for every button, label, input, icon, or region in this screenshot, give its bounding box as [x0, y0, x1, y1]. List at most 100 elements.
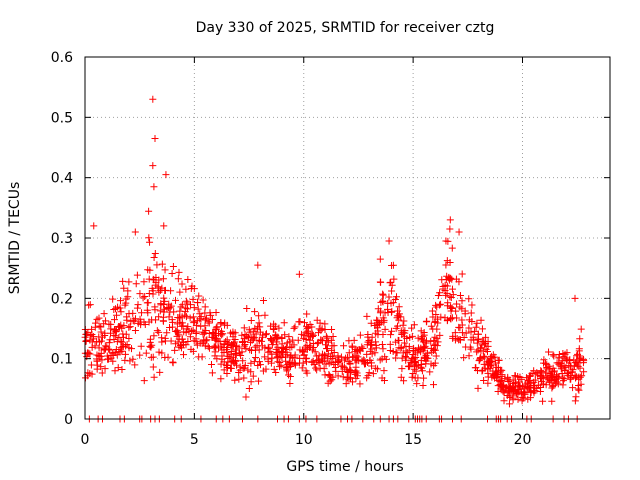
data-point: [443, 282, 451, 290]
data-point: [460, 354, 468, 362]
x-tick-label: 5: [190, 432, 199, 448]
data-point: [295, 318, 303, 326]
data-point: [149, 95, 157, 103]
data-point: [325, 359, 333, 367]
data-point: [576, 364, 584, 372]
data-point: [486, 361, 494, 369]
x-tick-label: 10: [295, 432, 313, 448]
data-point: [340, 342, 348, 350]
data-point: [244, 334, 252, 342]
data-point: [480, 352, 488, 360]
data-point: [153, 327, 161, 335]
data-point: [121, 350, 129, 358]
data-point: [231, 356, 239, 364]
data-point: [476, 344, 484, 352]
data-point: [147, 343, 155, 351]
data-point: [391, 296, 399, 304]
data-point: [446, 293, 454, 301]
data-point: [431, 359, 439, 367]
data-point: [161, 354, 169, 362]
data-point: [259, 296, 267, 304]
data-point: [443, 302, 451, 310]
data-point: [124, 287, 132, 295]
data-point: [514, 373, 522, 381]
data-point: [270, 365, 278, 373]
data-point: [217, 375, 225, 383]
data-point: [139, 294, 147, 302]
data-point: [131, 327, 139, 335]
data-point: [315, 359, 323, 367]
data-point: [295, 270, 303, 278]
data-point: [278, 354, 286, 362]
data-point: [119, 277, 127, 285]
data-point: [480, 360, 488, 368]
data-point: [577, 380, 585, 388]
data-point: [446, 258, 454, 266]
data-point: [412, 354, 420, 362]
data-point: [452, 307, 460, 315]
data-point: [403, 349, 411, 357]
data-point: [178, 301, 186, 309]
data-point: [505, 386, 513, 394]
data-point: [478, 341, 486, 349]
data-point: [159, 313, 167, 321]
data-point: [192, 337, 200, 345]
data-point: [316, 364, 324, 372]
data-point: [254, 323, 262, 331]
data-point: [469, 333, 477, 341]
data-point: [182, 297, 190, 305]
data-point: [125, 334, 133, 342]
data-point: [458, 297, 466, 305]
data-point: [474, 330, 482, 338]
data-point: [427, 337, 435, 345]
data-point: [504, 373, 512, 381]
data-point: [187, 345, 195, 353]
data-point: [319, 337, 327, 345]
data-point: [327, 353, 335, 361]
data-point: [574, 350, 582, 358]
data-point: [436, 289, 444, 297]
data-point: [286, 379, 294, 387]
data-point: [187, 301, 195, 309]
data-point: [227, 348, 235, 356]
data-point: [431, 333, 439, 341]
data-point: [516, 383, 524, 391]
data-point: [423, 317, 431, 325]
data-point: [136, 351, 144, 359]
data-point: [291, 323, 299, 331]
data-point: [131, 361, 139, 369]
data-point: [255, 377, 263, 385]
data-point: [543, 365, 551, 373]
data-point: [303, 323, 311, 331]
data-point: [447, 315, 455, 323]
data-point: [539, 397, 547, 405]
data-point: [274, 358, 282, 366]
data-point: [303, 324, 311, 332]
data-point: [433, 325, 441, 333]
data-point: [240, 374, 248, 382]
data-point: [436, 331, 444, 339]
data-point: [255, 312, 263, 320]
data-point: [531, 376, 539, 384]
data-point: [156, 368, 164, 376]
data-point: [498, 372, 506, 380]
data-point: [151, 306, 159, 314]
data-point: [179, 322, 187, 330]
data-point: [492, 367, 500, 375]
data-point: [118, 366, 126, 374]
data-point: [456, 324, 464, 332]
data-point: [472, 323, 480, 331]
data-point: [433, 303, 441, 311]
data-point: [445, 274, 453, 282]
data-point: [197, 315, 205, 323]
data-point: [438, 276, 446, 284]
data-point: [344, 368, 352, 376]
data-point: [186, 333, 194, 341]
data-point: [169, 318, 177, 326]
data-point: [256, 328, 264, 336]
data-point: [157, 300, 165, 308]
data-point: [410, 355, 418, 363]
data-point: [288, 354, 296, 362]
data-point: [476, 356, 484, 364]
